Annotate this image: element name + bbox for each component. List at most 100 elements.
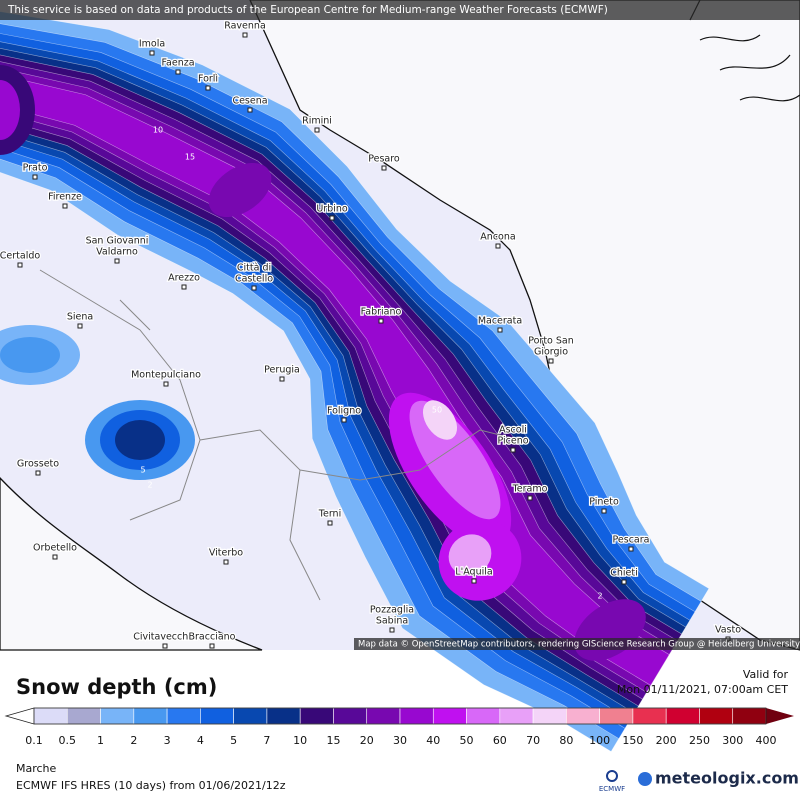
legend-swatch xyxy=(732,707,767,725)
city-label: Urbino xyxy=(316,204,348,215)
city-label: Pozzaglia xyxy=(370,605,414,616)
legend-swatch xyxy=(499,707,534,725)
contour-label: 10 xyxy=(153,126,163,135)
city-dot xyxy=(327,520,333,526)
legend-swatch xyxy=(566,707,600,725)
city-dot xyxy=(389,627,395,633)
city-label: Sabina xyxy=(376,616,408,627)
legend-level: 40 xyxy=(426,734,440,747)
legend-level: 15 xyxy=(326,734,340,747)
city-label: Castello xyxy=(235,274,273,285)
legend-level: 20 xyxy=(360,734,374,747)
city-label: Giorgio xyxy=(534,347,568,358)
snow-core xyxy=(422,400,458,440)
city-label: Imola xyxy=(139,39,165,50)
legend-swatch xyxy=(100,707,135,725)
legend-level: 7 xyxy=(263,734,270,747)
snow-core xyxy=(208,163,272,217)
city-dot xyxy=(114,258,120,264)
legend-swatch xyxy=(632,707,667,725)
city-dot xyxy=(209,643,215,649)
brand: meteologix.com xyxy=(655,769,799,788)
legend-level: 4 xyxy=(197,734,204,747)
city-label: Prato xyxy=(23,163,48,174)
attribution: Map data © OpenStreetMap contributors, r… xyxy=(358,640,800,650)
city-label: Arezzo xyxy=(168,273,200,284)
city-label: Teramo xyxy=(512,484,548,495)
legend-level: 30 xyxy=(393,734,407,747)
city-label: Piceno xyxy=(497,436,528,447)
city-label: Firenze xyxy=(48,192,82,203)
city-dot xyxy=(471,578,477,584)
legend-swatch xyxy=(66,707,101,725)
city-label: Ravenna xyxy=(224,21,266,32)
legend-swatch xyxy=(665,707,700,725)
city-dot xyxy=(381,165,387,171)
snow-patch xyxy=(115,420,165,460)
ecmwf-logo xyxy=(606,770,618,782)
legend-title: Snow depth (cm) xyxy=(16,675,217,699)
legend-swatch xyxy=(466,707,501,725)
legend-swatch xyxy=(133,707,168,725)
city-dot xyxy=(52,554,58,560)
city-label: Cesena xyxy=(232,96,267,107)
city-dot xyxy=(223,559,229,565)
city-label: Viterbo xyxy=(209,548,243,559)
legend-swatch xyxy=(266,707,301,725)
legend-level: 200 xyxy=(656,734,677,747)
city-dot xyxy=(62,203,68,209)
notice: This service is based on data and produc… xyxy=(7,4,608,16)
city-dot xyxy=(510,447,516,453)
legend-swatch xyxy=(166,707,201,725)
legend-level: 0.5 xyxy=(59,734,77,747)
city-label: L'Aquila xyxy=(455,567,492,578)
attribution-bar xyxy=(354,638,800,650)
city-label: Chieti xyxy=(610,568,638,579)
city-label: Macerata xyxy=(478,316,522,327)
city-label: Siena xyxy=(67,312,93,323)
city-label: Civitavecchia xyxy=(133,632,196,643)
city-label: Valdarno xyxy=(96,247,138,258)
city-dot xyxy=(527,495,533,501)
legend-level: 70 xyxy=(526,734,540,747)
city-label: San Giovanni xyxy=(86,236,149,247)
legend-swatch xyxy=(599,707,634,725)
valid-time: Mon 01/11/2021, 07:00am CET xyxy=(617,683,788,696)
snow-patch xyxy=(0,80,20,140)
snow-patch xyxy=(0,337,60,373)
contour-label: 15 xyxy=(185,153,195,162)
legend-level: 0.1 xyxy=(25,734,43,747)
legend-level: 150 xyxy=(622,734,643,747)
city-dot xyxy=(279,376,285,382)
legend: 0.1 0.5 1 2 3 4 5 7 10 15 20 30 40 50 60 70 80 100 150 200 2… xyxy=(4,707,794,747)
model-info: ECMWF IFS HRES (10 days) from 01/06/2021… xyxy=(16,779,286,792)
legend-level: 50 xyxy=(460,734,474,747)
legend-level: 5 xyxy=(230,734,237,747)
city-label: Orbetello xyxy=(33,543,77,554)
cities: Ravenna Imola Faenza Forlì Cesena Rimini Pesar… xyxy=(0,19,742,649)
contour-label: 2 xyxy=(147,481,152,490)
legend-level: 3 xyxy=(164,734,171,747)
city-label: Pescara xyxy=(613,535,650,546)
city-label: Fabriano xyxy=(361,307,402,318)
city-label: Grosseto xyxy=(17,459,59,470)
legend-swatch xyxy=(299,707,334,725)
legend-swatch xyxy=(432,707,467,725)
snow-core xyxy=(448,534,492,576)
contour-label: 50 xyxy=(432,406,442,415)
city-dot xyxy=(251,285,257,291)
legend-level: 1 xyxy=(97,734,104,747)
legend-frame xyxy=(33,707,767,725)
city-label: Certaldo xyxy=(0,251,40,262)
city-label: Terni xyxy=(318,509,341,520)
region: Marche xyxy=(16,762,57,775)
legend-swatch xyxy=(233,707,268,725)
city-label: Foligno xyxy=(327,406,361,417)
legend-level: 300 xyxy=(722,734,743,747)
contour-label: 5 xyxy=(140,466,145,475)
city-dot xyxy=(495,243,501,249)
city-dot xyxy=(32,174,38,180)
city-label: Forlì xyxy=(198,74,218,85)
city-label: Pineto xyxy=(589,497,619,508)
